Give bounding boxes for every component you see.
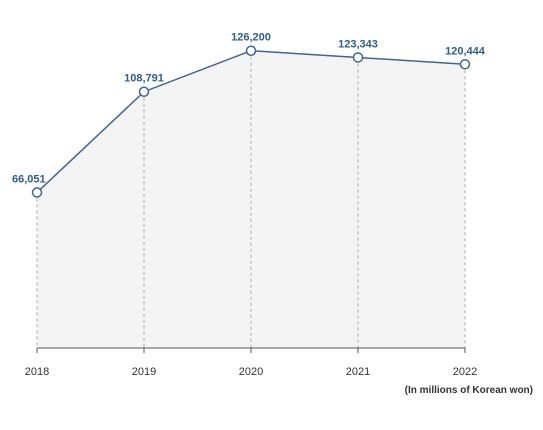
x-tick-label-2020: 2020 [239,366,263,378]
data-points [31,45,471,198]
data-label-2018: 66,051 [12,173,46,185]
unit-note: (In millions of Korean won) [404,385,533,396]
data-label-2020: 126,200 [231,32,271,44]
x-tick-label-2022: 2022 [453,366,477,378]
x-tick-label-2019: 2019 [132,366,156,378]
data-label-2022: 120,444 [445,45,486,57]
data-label-2019: 108,791 [124,73,164,85]
drop-lines [36,50,466,348]
x-tick-label-2018: 2018 [25,366,49,378]
x-axis-ticks [36,348,466,353]
x-tick-label-2021: 2021 [346,366,370,378]
data-point-2019 [138,86,150,97]
data-point-2020 [245,45,257,56]
data-point-2018 [31,187,43,198]
data-labels: 66,051 108,791 126,200 123,343 120,444 [12,32,486,186]
data-point-2021 [352,52,364,63]
data-label-2021: 123,343 [338,38,378,50]
data-point-2022 [459,59,471,70]
x-tick-labels: 2018 2019 2020 2021 2022 [25,366,477,378]
